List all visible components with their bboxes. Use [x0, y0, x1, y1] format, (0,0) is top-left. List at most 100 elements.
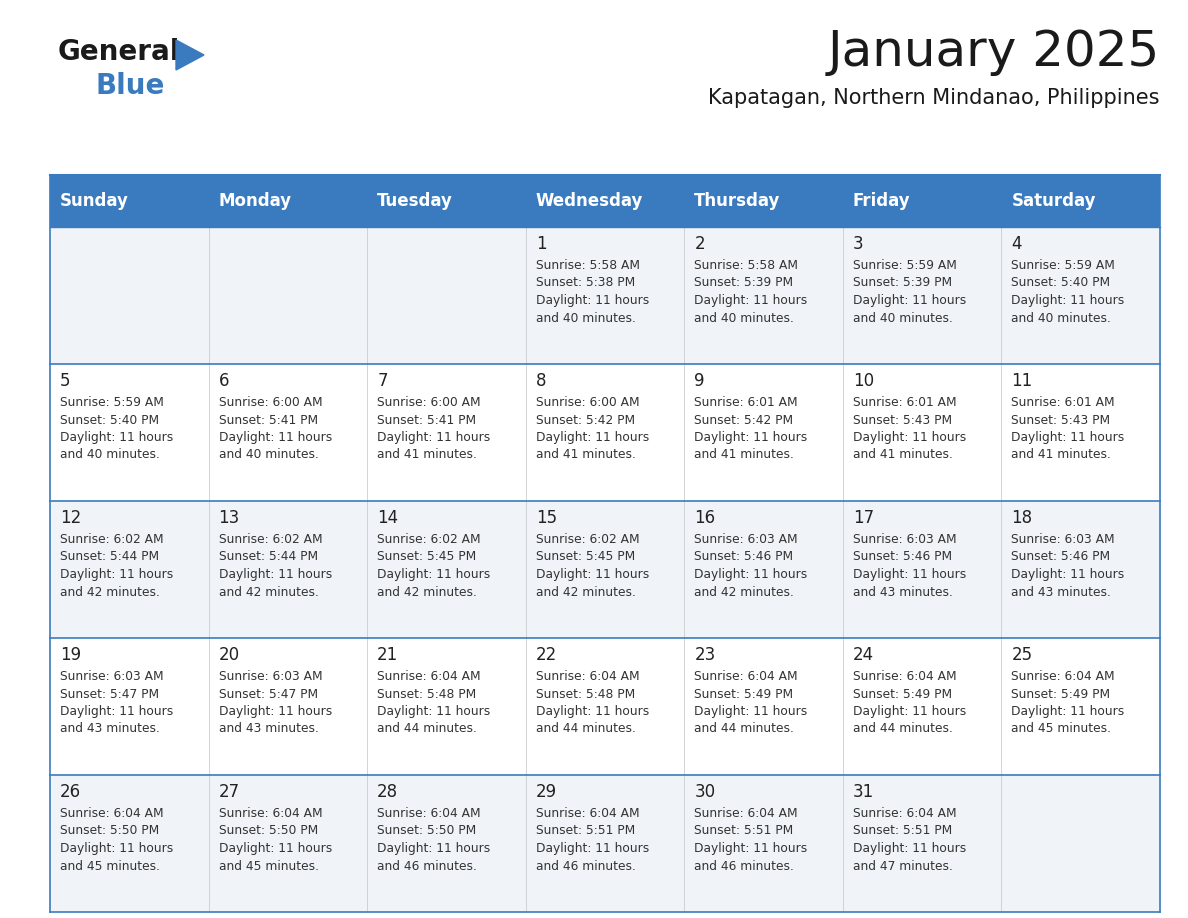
Text: Daylight: 11 hours: Daylight: 11 hours: [1011, 705, 1125, 718]
Text: 29: 29: [536, 783, 557, 801]
Text: Sunrise: 5:58 AM: Sunrise: 5:58 AM: [694, 259, 798, 272]
Text: Sunset: 5:51 PM: Sunset: 5:51 PM: [694, 824, 794, 837]
Text: and 42 minutes.: and 42 minutes.: [61, 586, 160, 599]
Text: Thursday: Thursday: [694, 192, 781, 210]
Text: Daylight: 11 hours: Daylight: 11 hours: [1011, 431, 1125, 444]
Text: 10: 10: [853, 372, 874, 390]
Text: Sunset: 5:41 PM: Sunset: 5:41 PM: [219, 413, 317, 427]
Text: and 45 minutes.: and 45 minutes.: [61, 859, 160, 872]
Text: Monday: Monday: [219, 192, 292, 210]
Text: 14: 14: [377, 509, 398, 527]
Text: Sunrise: 5:59 AM: Sunrise: 5:59 AM: [61, 396, 164, 409]
Text: Sunrise: 6:04 AM: Sunrise: 6:04 AM: [377, 670, 481, 683]
Text: Sunrise: 6:04 AM: Sunrise: 6:04 AM: [1011, 670, 1116, 683]
Text: Sunrise: 6:00 AM: Sunrise: 6:00 AM: [219, 396, 322, 409]
Text: Sunrise: 6:04 AM: Sunrise: 6:04 AM: [694, 670, 798, 683]
Text: and 42 minutes.: and 42 minutes.: [377, 586, 478, 599]
Text: Sunrise: 6:02 AM: Sunrise: 6:02 AM: [219, 533, 322, 546]
Text: Sunrise: 6:04 AM: Sunrise: 6:04 AM: [536, 807, 639, 820]
Text: Sunrise: 6:04 AM: Sunrise: 6:04 AM: [61, 807, 164, 820]
Text: and 41 minutes.: and 41 minutes.: [694, 449, 794, 462]
Text: Wednesday: Wednesday: [536, 192, 643, 210]
Text: Sunset: 5:45 PM: Sunset: 5:45 PM: [377, 551, 476, 564]
Text: Sunrise: 6:01 AM: Sunrise: 6:01 AM: [853, 396, 956, 409]
Text: Sunrise: 6:03 AM: Sunrise: 6:03 AM: [694, 533, 798, 546]
Text: and 44 minutes.: and 44 minutes.: [853, 722, 953, 735]
Text: 17: 17: [853, 509, 874, 527]
Text: Daylight: 11 hours: Daylight: 11 hours: [61, 431, 173, 444]
Text: and 42 minutes.: and 42 minutes.: [536, 586, 636, 599]
Bar: [50, 775, 1159, 912]
Text: Daylight: 11 hours: Daylight: 11 hours: [536, 842, 649, 855]
Text: and 41 minutes.: and 41 minutes.: [1011, 449, 1111, 462]
Text: Sunset: 5:50 PM: Sunset: 5:50 PM: [377, 824, 476, 837]
Text: Sunrise: 6:02 AM: Sunrise: 6:02 AM: [61, 533, 164, 546]
Text: 15: 15: [536, 509, 557, 527]
Text: Sunset: 5:49 PM: Sunset: 5:49 PM: [853, 688, 952, 700]
Text: Daylight: 11 hours: Daylight: 11 hours: [853, 431, 966, 444]
Text: Sunset: 5:39 PM: Sunset: 5:39 PM: [694, 276, 794, 289]
Text: Daylight: 11 hours: Daylight: 11 hours: [694, 842, 808, 855]
Text: Daylight: 11 hours: Daylight: 11 hours: [219, 842, 331, 855]
Text: and 46 minutes.: and 46 minutes.: [377, 859, 478, 872]
Text: Sunset: 5:41 PM: Sunset: 5:41 PM: [377, 413, 476, 427]
Text: Daylight: 11 hours: Daylight: 11 hours: [61, 568, 173, 581]
Text: and 40 minutes.: and 40 minutes.: [1011, 311, 1111, 324]
Text: Tuesday: Tuesday: [377, 192, 453, 210]
Text: Sunset: 5:49 PM: Sunset: 5:49 PM: [1011, 688, 1111, 700]
Text: 5: 5: [61, 372, 70, 390]
Text: Daylight: 11 hours: Daylight: 11 hours: [377, 568, 491, 581]
Text: Sunset: 5:43 PM: Sunset: 5:43 PM: [853, 413, 952, 427]
Text: and 46 minutes.: and 46 minutes.: [694, 859, 794, 872]
Text: and 43 minutes.: and 43 minutes.: [853, 586, 953, 599]
Text: and 45 minutes.: and 45 minutes.: [219, 859, 318, 872]
Text: and 43 minutes.: and 43 minutes.: [219, 722, 318, 735]
Text: Sunset: 5:46 PM: Sunset: 5:46 PM: [1011, 551, 1111, 564]
Text: Sunset: 5:40 PM: Sunset: 5:40 PM: [1011, 276, 1111, 289]
Text: 24: 24: [853, 646, 874, 664]
Text: January 2025: January 2025: [828, 28, 1159, 76]
Text: Daylight: 11 hours: Daylight: 11 hours: [536, 568, 649, 581]
Text: and 44 minutes.: and 44 minutes.: [694, 722, 794, 735]
Text: Daylight: 11 hours: Daylight: 11 hours: [1011, 294, 1125, 307]
Text: Friday: Friday: [853, 192, 910, 210]
Text: Daylight: 11 hours: Daylight: 11 hours: [61, 842, 173, 855]
Text: 31: 31: [853, 783, 874, 801]
Text: Daylight: 11 hours: Daylight: 11 hours: [1011, 568, 1125, 581]
Text: Daylight: 11 hours: Daylight: 11 hours: [219, 431, 331, 444]
Text: Sunset: 5:51 PM: Sunset: 5:51 PM: [853, 824, 952, 837]
Text: 2: 2: [694, 235, 704, 253]
Text: 18: 18: [1011, 509, 1032, 527]
Text: Sunset: 5:50 PM: Sunset: 5:50 PM: [219, 824, 318, 837]
Text: 20: 20: [219, 646, 240, 664]
Text: Daylight: 11 hours: Daylight: 11 hours: [377, 705, 491, 718]
Text: Sunset: 5:42 PM: Sunset: 5:42 PM: [536, 413, 634, 427]
Text: 25: 25: [1011, 646, 1032, 664]
Text: 30: 30: [694, 783, 715, 801]
Bar: [50, 501, 1159, 638]
Text: and 43 minutes.: and 43 minutes.: [1011, 586, 1111, 599]
Text: Sunset: 5:45 PM: Sunset: 5:45 PM: [536, 551, 634, 564]
Text: Sunset: 5:46 PM: Sunset: 5:46 PM: [853, 551, 952, 564]
Text: 8: 8: [536, 372, 546, 390]
Text: and 45 minutes.: and 45 minutes.: [1011, 722, 1112, 735]
Text: Sunrise: 5:59 AM: Sunrise: 5:59 AM: [853, 259, 956, 272]
Text: Sunset: 5:40 PM: Sunset: 5:40 PM: [61, 413, 159, 427]
Text: 12: 12: [61, 509, 81, 527]
Text: 21: 21: [377, 646, 398, 664]
Text: Daylight: 11 hours: Daylight: 11 hours: [853, 568, 966, 581]
Text: 1: 1: [536, 235, 546, 253]
Text: Daylight: 11 hours: Daylight: 11 hours: [853, 842, 966, 855]
Text: Daylight: 11 hours: Daylight: 11 hours: [219, 568, 331, 581]
Text: and 40 minutes.: and 40 minutes.: [853, 311, 953, 324]
Text: Sunset: 5:38 PM: Sunset: 5:38 PM: [536, 276, 634, 289]
Text: 27: 27: [219, 783, 240, 801]
Bar: [50, 175, 1159, 227]
Text: Sunrise: 6:02 AM: Sunrise: 6:02 AM: [377, 533, 481, 546]
Text: 19: 19: [61, 646, 81, 664]
Text: and 40 minutes.: and 40 minutes.: [694, 311, 794, 324]
Text: Sunrise: 6:04 AM: Sunrise: 6:04 AM: [853, 807, 956, 820]
Text: 4: 4: [1011, 235, 1022, 253]
Text: 23: 23: [694, 646, 715, 664]
Text: Daylight: 11 hours: Daylight: 11 hours: [694, 294, 808, 307]
